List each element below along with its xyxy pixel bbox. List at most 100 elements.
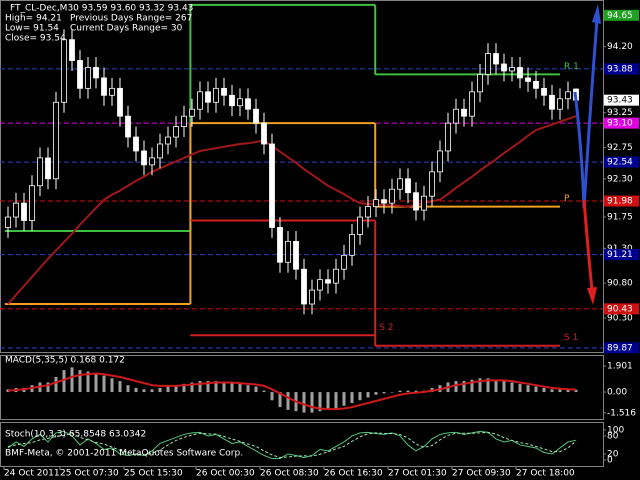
candle-body <box>445 122 451 152</box>
price-label: 94.65 <box>607 11 633 21</box>
macd-bar <box>238 383 242 393</box>
candle-body <box>461 108 467 117</box>
macd-bar <box>102 375 106 393</box>
price-label-box <box>604 94 639 106</box>
macd-bar <box>246 385 250 393</box>
macd-bar <box>46 382 50 393</box>
price-label-box <box>604 249 639 261</box>
macd-bar <box>574 389 578 393</box>
candle-body <box>125 115 131 138</box>
candle-body <box>341 254 347 270</box>
forecast-arrows <box>573 4 601 305</box>
candle-body <box>205 91 211 103</box>
y-tick-label: 91.30 <box>607 244 633 254</box>
candle-body <box>61 39 67 103</box>
candle-body <box>357 216 363 235</box>
macd-bar <box>542 387 546 393</box>
macd-bar <box>550 389 554 393</box>
arrow-head <box>587 287 597 305</box>
candle-body <box>245 98 251 110</box>
x-tick-label: 27 Oct 18:00 <box>516 469 575 479</box>
macd-bar <box>382 392 386 394</box>
annotation: Previous Days Range= 267 <box>70 14 192 24</box>
chart-title: FT_CL-Dec,M30 93.59 93.60 93.32 93.43 <box>10 4 193 14</box>
candle-body <box>21 202 27 221</box>
candle-body <box>293 240 299 270</box>
candle-body <box>397 178 403 190</box>
annotation: High= 94.21 <box>5 14 62 24</box>
candle-body <box>53 101 59 180</box>
forecast-up <box>582 19 599 209</box>
x-tick-label: 25 Oct 07:30 <box>60 469 119 479</box>
macd-bar <box>126 385 130 393</box>
macd-bar <box>54 376 58 393</box>
macd-bar <box>254 386 258 393</box>
y-tick-label: 20 <box>607 449 619 459</box>
macd-bar <box>566 389 570 393</box>
macd-bar <box>278 392 282 408</box>
y-tick-label: 93.25 <box>607 108 633 118</box>
x-tick-label: 26 Oct 16:30 <box>324 469 383 479</box>
macd-bar <box>214 381 218 393</box>
candle-body <box>189 108 195 117</box>
price-label-box <box>604 342 639 354</box>
candle-body <box>477 74 483 93</box>
macd-bar <box>150 389 154 393</box>
macd-bar <box>558 389 562 393</box>
macd-bar <box>198 381 202 393</box>
candle-body <box>261 122 267 145</box>
x-tick-label: 27 Oct 09:30 <box>452 469 511 479</box>
candle-body <box>173 126 179 138</box>
candle-body <box>437 150 443 173</box>
macd-bar <box>510 382 514 393</box>
arrow-head <box>592 4 601 24</box>
macd-bar <box>326 392 330 410</box>
macd-bar <box>142 389 146 393</box>
candle-body <box>229 94 235 107</box>
stoch-title: Stoch(10,3,3) 65.8548 63.0342 <box>5 430 146 440</box>
macd-bar <box>358 392 362 401</box>
macd-bar <box>526 385 530 393</box>
macd-bar <box>70 367 74 393</box>
candle-body <box>493 53 499 65</box>
y-tick-label: 90.80 <box>607 279 633 289</box>
macd-bar <box>182 383 186 393</box>
annotation: Close= 93.54 <box>5 34 66 44</box>
x-tick-label: 26 Oct 00:30 <box>196 469 255 479</box>
x-tick-label: 24 Oct 2011 <box>4 469 60 479</box>
macd-bar <box>470 379 474 393</box>
candle-body <box>221 87 227 96</box>
candle-body <box>421 195 427 211</box>
candle-body <box>517 67 523 79</box>
macd-bar <box>342 392 346 406</box>
candle-body <box>309 289 315 305</box>
candle-body <box>5 216 11 228</box>
pivot-label: S 2 <box>379 323 393 333</box>
candle-body <box>469 91 475 117</box>
stoch-line <box>7 431 577 459</box>
price-label-box <box>604 156 639 168</box>
candle-body <box>277 227 283 263</box>
candle-body <box>93 67 99 79</box>
price-label: 93.88 <box>607 64 633 74</box>
macd-signal <box>7 372 577 411</box>
candle-body <box>301 268 307 305</box>
macd-bar <box>62 370 66 393</box>
macd-bar <box>286 392 290 410</box>
macd-bar <box>310 392 314 413</box>
macd-bar <box>478 378 482 393</box>
macd-bar <box>454 381 458 393</box>
y-tick-label: 94.20 <box>607 42 633 52</box>
main-frame <box>0 0 604 353</box>
macd-bar <box>534 386 538 393</box>
y-tick-label: 0.00 <box>607 388 627 398</box>
macd-bar <box>494 379 498 393</box>
price-label-box <box>604 117 639 129</box>
price-label-box <box>604 63 639 75</box>
macd-frame <box>0 355 604 420</box>
pivot-label: S 1 <box>564 333 578 343</box>
copyright: BMF-Meta, © 2001-2011 MetaQuotes Softwar… <box>5 449 243 459</box>
annotation: Current Days Range= 30 <box>70 24 183 34</box>
macd-bar <box>94 372 98 393</box>
candle-body <box>101 77 107 96</box>
